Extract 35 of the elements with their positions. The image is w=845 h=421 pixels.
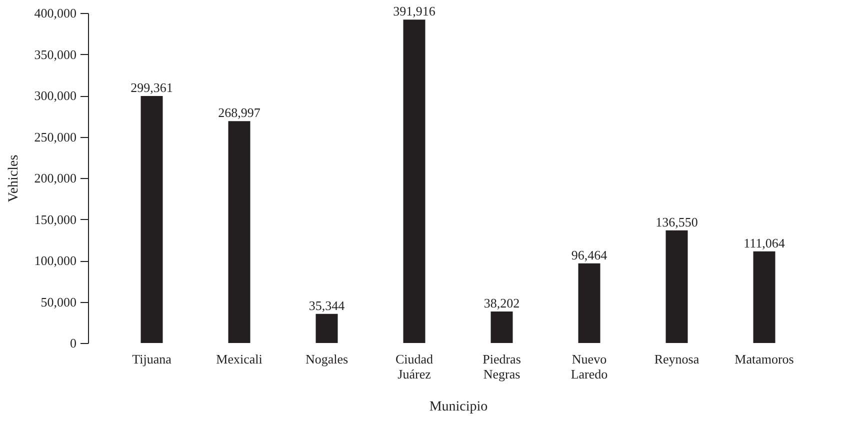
- bar: [490, 311, 513, 343]
- data-label: 299,361: [130, 80, 173, 96]
- y-tick-label: 50,000: [40, 294, 76, 310]
- y-tick-label: 400,000: [34, 6, 76, 20]
- bar: [140, 96, 163, 343]
- bar: [753, 251, 776, 343]
- x-axis-title: Municipio: [429, 400, 488, 414]
- y-tick-label: 200,000: [34, 170, 76, 186]
- x-tick-label: Nuevo Laredo: [570, 352, 608, 382]
- y-tick-label: 350,000: [34, 46, 76, 62]
- data-label: 391,916: [393, 4, 436, 19]
- data-label: 38,202: [484, 295, 520, 310]
- bar: [666, 230, 688, 343]
- data-label: 35,344: [308, 298, 346, 313]
- data-label: 136,550: [656, 214, 698, 230]
- bar: [578, 263, 600, 343]
- x-tick-label: Ciudad Juárez: [395, 352, 434, 382]
- y-axis-title: Vehicles: [6, 154, 22, 202]
- data-label: 111,064: [744, 235, 786, 250]
- bar: [228, 121, 250, 343]
- x-tick-label: Nogales: [305, 352, 348, 366]
- x-tick-label: Piedras Negras: [482, 352, 521, 382]
- bar: [403, 20, 426, 343]
- data-label: 268,997: [218, 105, 261, 120]
- x-tick-label: Reynosa: [654, 352, 700, 366]
- y-tick-label: 100,000: [34, 253, 76, 268]
- data-label: 96,464: [571, 247, 608, 262]
- x-tick-label: Matamoros: [734, 352, 794, 366]
- y-tick-label: 150,000: [34, 212, 76, 227]
- y-tick-label: 0: [70, 336, 76, 350]
- bar: [316, 314, 338, 343]
- y-tick-label: 300,000: [34, 88, 76, 103]
- y-tick-label: 250,000: [34, 129, 76, 144]
- x-tick-label: Tijuana: [132, 352, 172, 366]
- x-tick-label: Mexicali: [216, 352, 263, 366]
